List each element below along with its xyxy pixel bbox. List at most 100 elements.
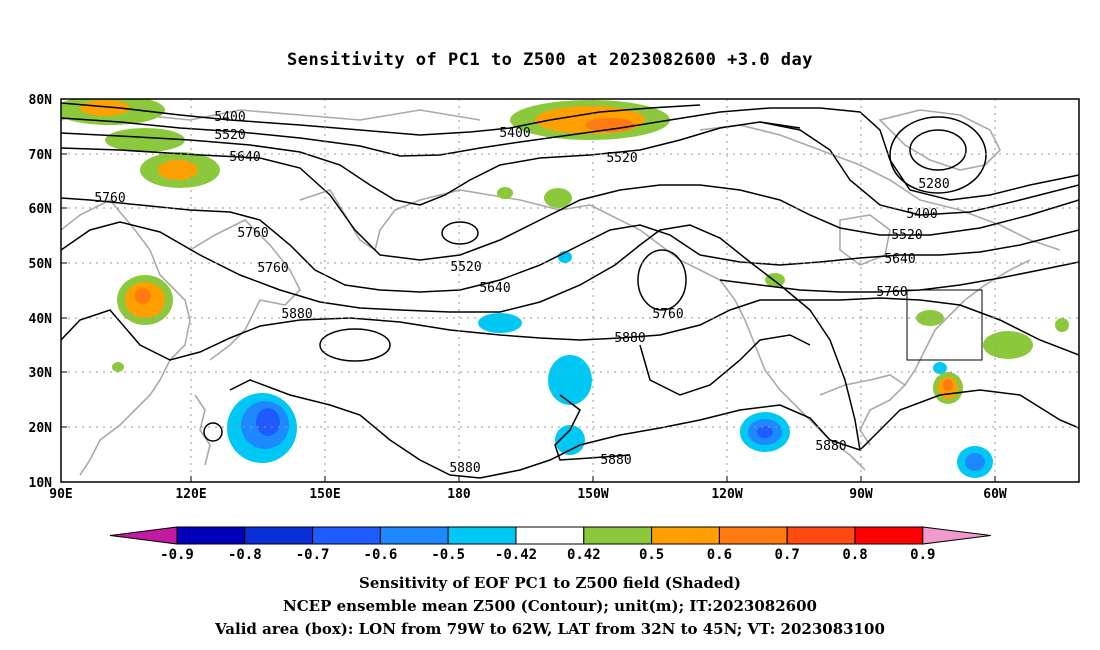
colorbar-swatch	[651, 526, 720, 545]
contour-high	[319, 328, 391, 362]
contour-label: 5760	[257, 261, 288, 276]
contour-label: 5760	[652, 307, 683, 322]
coastline-philippines	[194, 394, 211, 466]
contour-label: 5880	[449, 461, 480, 476]
lon-label: 90E	[49, 487, 72, 502]
contour-label: 5760	[876, 285, 907, 300]
colorbar-label: 0.5	[639, 547, 664, 563]
negative-patch	[965, 453, 985, 471]
negative-patch	[555, 425, 585, 455]
colorbar-label: -0.5	[431, 547, 465, 563]
contour-line	[639, 334, 811, 396]
positive-patch	[135, 288, 151, 304]
contour-label: 5640	[229, 150, 260, 165]
coastline-alaska	[489, 194, 721, 281]
colorbar-label: -0.6	[364, 547, 398, 563]
colorbar-label: -0.7	[296, 547, 330, 563]
positive-patch	[112, 362, 124, 372]
colorbar-swatch	[447, 526, 517, 545]
tick-marks	[61, 98, 996, 483]
positive-patch	[943, 379, 953, 391]
colorbar-low-triangle	[109, 526, 178, 545]
colorbar-swatch	[786, 526, 856, 545]
contour-label: 5520	[606, 151, 637, 166]
colorbar: -0.9 -0.8 -0.7 -0.6 -0.5 -0.42 0.42 0.5 0.6 0.7 0.…	[109, 526, 991, 563]
lat-label: 60N	[29, 202, 53, 217]
contour-label: 5520	[450, 260, 481, 275]
lon-label: 180	[447, 487, 471, 502]
contour-line	[61, 102, 701, 136]
lon-label: 120E	[175, 487, 206, 502]
contour-line	[719, 261, 1079, 293]
lat-label: 50N	[29, 257, 53, 272]
contour-line	[819, 107, 1079, 201]
lon-label: 150W	[577, 487, 608, 502]
positive-patch	[497, 187, 513, 199]
contour-label: 5520	[214, 128, 245, 143]
contour-label: 5400	[906, 207, 937, 222]
coastline-korea-japan	[189, 219, 301, 361]
colorbar-swatch	[515, 526, 585, 545]
positive-patch	[158, 160, 198, 180]
lon-label: 90W	[849, 487, 873, 502]
colorbar-swatch	[854, 526, 924, 545]
colorbar-high-triangle	[922, 526, 991, 545]
footer-line-1: Sensitivity of EOF PC1 to Z500 field (Sh…	[359, 574, 741, 592]
negative-patch	[757, 426, 773, 438]
positive-patch	[544, 188, 572, 208]
positive-patch	[585, 118, 635, 132]
colorbar-label: 0.9	[910, 547, 935, 563]
positive-patch	[105, 128, 185, 152]
contour-label: 5520	[891, 228, 922, 243]
contour-line	[61, 121, 801, 206]
contour-line	[229, 379, 1079, 479]
contour-line	[61, 197, 701, 293]
coastline-hudson-bay	[839, 214, 891, 266]
colorbar-label: 0.7	[775, 547, 800, 563]
contour-label: 5880	[614, 331, 645, 346]
coastline-canada-arctic	[699, 124, 1061, 251]
negative-patch	[478, 313, 522, 333]
contour-label: 5880	[281, 307, 312, 322]
plot-frame	[60, 98, 1080, 483]
contour-label: 5880	[600, 453, 631, 468]
lon-label: 120W	[711, 487, 742, 502]
positive-patch	[983, 331, 1033, 359]
colorbar-swatch	[379, 526, 449, 545]
lat-label: 70N	[29, 148, 53, 163]
contour-label: 5280	[918, 177, 949, 192]
contour-high	[203, 422, 223, 442]
contour-line	[759, 121, 1079, 216]
lon-labels: 90E 120E 150E 180 150W 120W 90W 60W	[49, 487, 1007, 502]
colorbar-swatch	[583, 526, 653, 545]
contour-low	[441, 221, 479, 245]
lat-label: 20N	[29, 421, 53, 436]
positive-patch	[80, 100, 130, 116]
colorbar-label: 0.42	[567, 547, 601, 563]
negative-patch	[548, 355, 592, 405]
colorbar-label: -0.42	[495, 547, 537, 563]
contour-label: 5640	[479, 281, 510, 296]
coastline-greenland	[878, 109, 1001, 171]
contour-labels: 5400 5520 5640 5760 5760 5760 5880 5400 …	[94, 110, 949, 476]
coastline-asia	[61, 199, 191, 476]
colorbar-swatch	[312, 526, 381, 545]
colorbar-swatch	[718, 526, 788, 545]
lat-label: 30N	[29, 366, 53, 381]
contour-label: 5880	[815, 439, 846, 454]
map-title: Sensitivity of PC1 to Z500 at 2023082600…	[286, 50, 813, 70]
lat-label: 40N	[29, 312, 53, 327]
colorbar-swatch	[244, 526, 314, 545]
lon-label: 150E	[309, 487, 340, 502]
contour-line	[61, 221, 861, 451]
colorbar-label: 0.8	[842, 547, 867, 563]
contour-low	[909, 129, 967, 171]
colorbar-label: 0.6	[707, 547, 732, 563]
contour-low	[889, 116, 987, 194]
coastline-north-america-west	[719, 279, 866, 471]
contour-low	[637, 249, 687, 311]
colorbar-label: -0.8	[228, 547, 262, 563]
lon-label: 60W	[983, 487, 1007, 502]
colorbar-label: -0.9	[160, 547, 194, 563]
contour-label: 5760	[237, 226, 268, 241]
